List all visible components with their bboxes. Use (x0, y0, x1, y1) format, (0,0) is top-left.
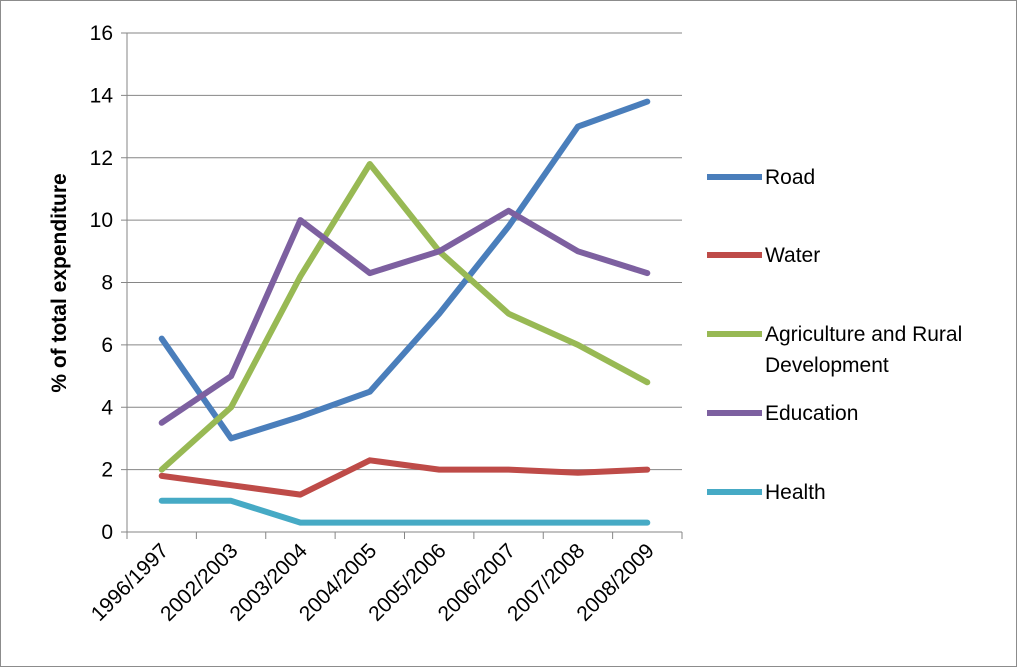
series-lines (158, 98, 651, 526)
y-tick-label: 6 (101, 334, 113, 357)
series-line-water (158, 457, 651, 498)
y-tick-label: 14 (90, 84, 114, 107)
y-tick-label: 16 (90, 22, 113, 45)
legend: Road Water Agriculture and Rural Developmen… (707, 166, 962, 504)
legend-label: Road (765, 166, 815, 189)
y-tick-label: 2 (101, 459, 113, 482)
y-axis-label: % of total expenditure (48, 173, 71, 392)
series-line-agriculture-and-rural-development (158, 161, 651, 473)
series-line-road (158, 98, 651, 442)
legend-label: Water (765, 244, 820, 267)
y-tick-label: 8 (101, 272, 113, 295)
axes: 02468101214161996/19972002/20032003/2004… (87, 22, 683, 626)
y-tick-label: 12 (90, 147, 113, 170)
legend-label: Development (765, 354, 889, 377)
y-tick-label: 0 (101, 521, 113, 544)
legend-label: Health (765, 481, 826, 504)
y-tick-label: 4 (101, 396, 113, 419)
y-tick-label: 10 (90, 209, 113, 232)
series-line-education (158, 207, 651, 426)
legend-label: Education (765, 402, 858, 425)
legend-label: Agriculture and Rural (765, 323, 962, 346)
series-line-health (158, 497, 651, 526)
